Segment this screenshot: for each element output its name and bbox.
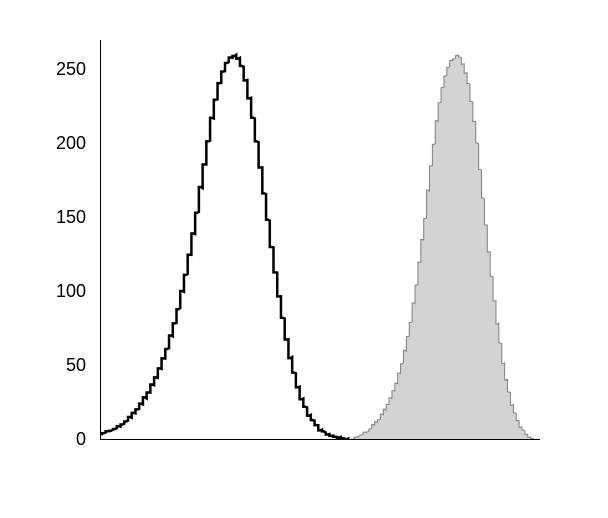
outline-histogram-series: [100, 55, 350, 440]
y-tick-label: 250: [56, 59, 86, 80]
chart-svg: [100, 40, 540, 440]
y-tick-label: 50: [66, 355, 86, 376]
y-tick-label: 0: [76, 429, 86, 450]
y-tick-label: 100: [56, 281, 86, 302]
y-tick-label: 150: [56, 207, 86, 228]
filled-histogram-series: [350, 55, 535, 440]
histogram-chart: 050100150200250: [100, 40, 540, 440]
y-tick-label: 200: [56, 133, 86, 154]
